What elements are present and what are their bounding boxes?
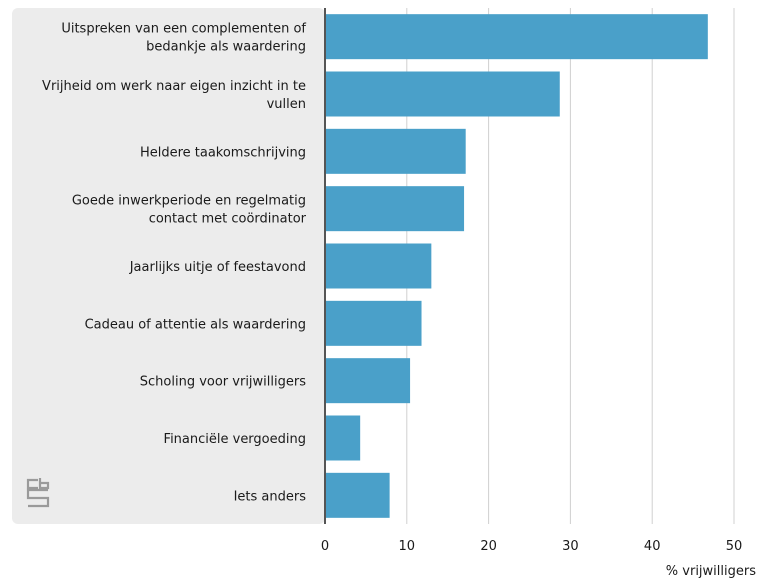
category-label-panel bbox=[12, 8, 325, 524]
category-label-line: Jaarlijks uitje of feestavond bbox=[129, 260, 306, 275]
bar bbox=[325, 186, 465, 232]
bars bbox=[325, 14, 708, 518]
bar bbox=[325, 300, 422, 346]
category-label: Financiële vergoeding bbox=[164, 432, 306, 447]
x-axis-title: % vrijwilligers bbox=[666, 564, 756, 579]
category-label-line: bedankje als waardering bbox=[146, 40, 306, 55]
bar bbox=[325, 71, 560, 117]
category-label: Uitspreken van een complementen of bedank… bbox=[61, 22, 306, 55]
category-label: Vrijheid om werk naar eigen inzicht in t… bbox=[42, 79, 306, 112]
category-label: Scholing voor vrijwilligers bbox=[140, 375, 306, 390]
cbs-logo-icon bbox=[26, 478, 50, 508]
category-label-line: Heldere taakomschrijving bbox=[140, 145, 306, 160]
x-tick-label: 10 bbox=[399, 539, 416, 554]
category-label: Iets anders bbox=[234, 489, 307, 504]
category-label-line: Iets anders bbox=[234, 489, 307, 504]
bar bbox=[325, 472, 390, 518]
category-label-line: contact met coördinator bbox=[149, 212, 307, 227]
category-label: Heldere taakomschrijving bbox=[140, 145, 306, 160]
bar bbox=[325, 243, 432, 289]
category-label-line: Financiële vergoeding bbox=[164, 432, 306, 447]
bar bbox=[325, 415, 361, 461]
x-tick-labels: 0 10 20 30 40 50 bbox=[321, 539, 742, 554]
category-labels: Uitspreken van een complementen of bedank… bbox=[42, 22, 307, 505]
category-label: Cadeau of attentie als waardering bbox=[85, 317, 306, 332]
category-label-line: Scholing voor vrijwilligers bbox=[140, 375, 306, 390]
category-label: Jaarlijks uitje of feestavond bbox=[129, 260, 306, 275]
x-tick-label: 40 bbox=[644, 539, 661, 554]
category-label: Goede inwerkperiode en regelmatig contact… bbox=[72, 194, 307, 227]
x-tick-label: 50 bbox=[726, 539, 743, 554]
category-label-line: vullen bbox=[267, 97, 306, 112]
x-tick-label: 30 bbox=[562, 539, 579, 554]
category-label-line: Goede inwerkperiode en regelmatig bbox=[72, 194, 306, 209]
x-tick-label: 20 bbox=[480, 539, 497, 554]
bar bbox=[325, 14, 708, 60]
category-label-line: Vrijheid om werk naar eigen inzicht in t… bbox=[42, 79, 306, 94]
category-label-line: Uitspreken van een complementen of bbox=[61, 22, 306, 37]
bar bbox=[325, 128, 466, 174]
x-tick-label: 0 bbox=[321, 539, 329, 554]
category-label-line: Cadeau of attentie als waardering bbox=[85, 317, 306, 332]
bar bbox=[325, 358, 411, 404]
